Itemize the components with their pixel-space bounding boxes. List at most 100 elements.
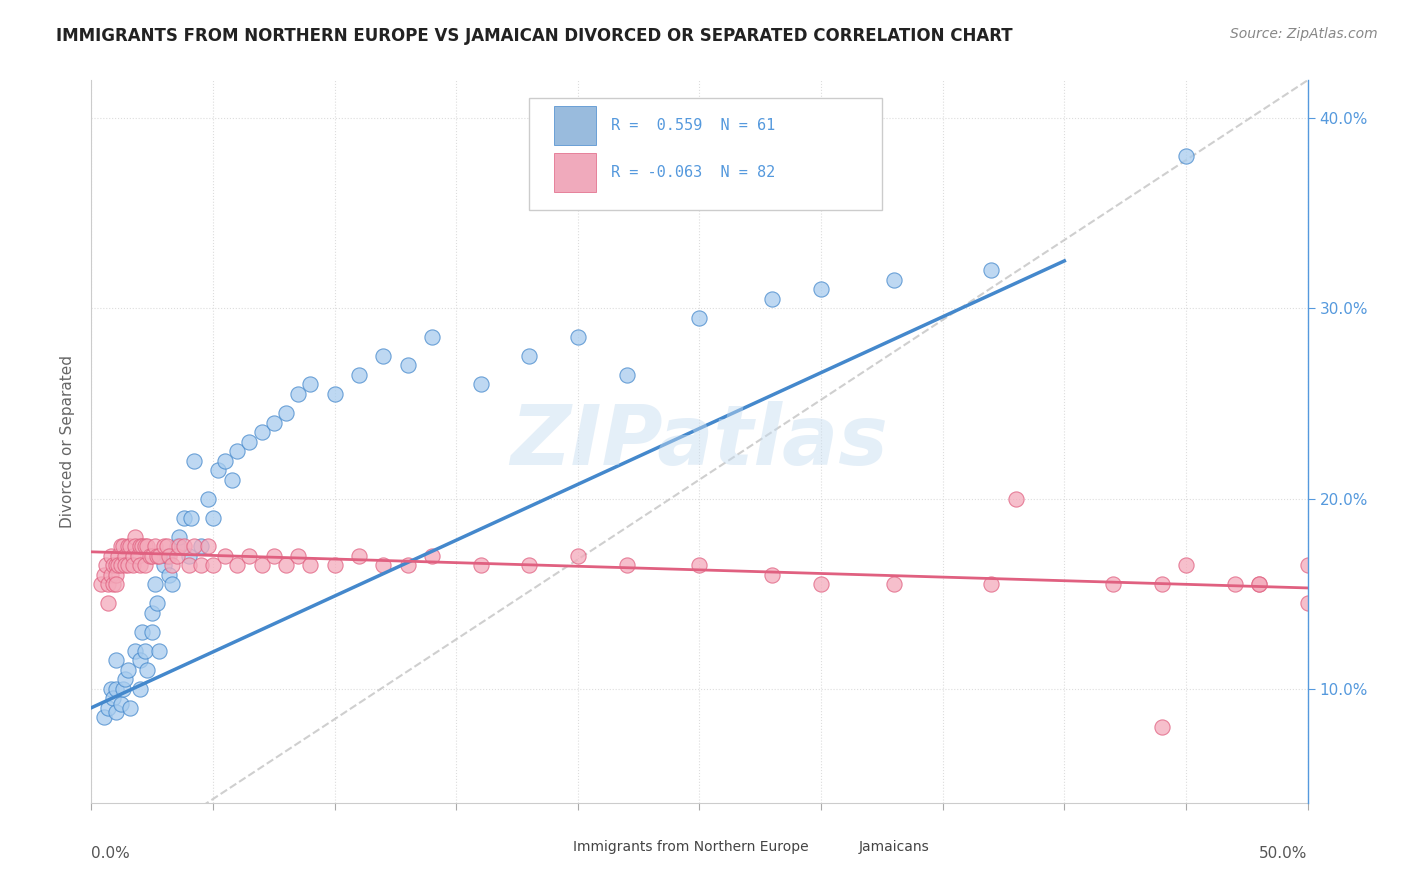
Point [238, 434, 260, 449]
Point [146, 596, 169, 610]
Point [1247, 577, 1270, 591]
Point [153, 539, 176, 553]
Point [173, 510, 195, 524]
Point [104, 577, 127, 591]
Point [197, 539, 219, 553]
Point [177, 558, 200, 573]
Text: ZIPatlas: ZIPatlas [510, 401, 889, 482]
Point [124, 643, 146, 657]
Point [134, 539, 156, 553]
Text: Immigrants from Northern Europe: Immigrants from Northern Europe [574, 840, 808, 854]
Point [100, 567, 122, 582]
Point [153, 558, 176, 573]
Point [183, 453, 205, 467]
Point [287, 387, 309, 401]
Point [347, 368, 370, 382]
Point [120, 539, 142, 553]
Point [129, 558, 152, 573]
Y-axis label: Divorced or Separated: Divorced or Separated [60, 355, 76, 528]
Point [104, 653, 127, 667]
Point [207, 463, 229, 477]
Point [104, 567, 127, 582]
Text: Source: ZipAtlas.com: Source: ZipAtlas.com [1230, 27, 1378, 41]
Point [129, 653, 152, 667]
Point [117, 663, 139, 677]
Text: 50.0%: 50.0% [1260, 847, 1308, 861]
Point [567, 549, 589, 563]
Point [141, 606, 163, 620]
Point [420, 330, 443, 344]
Point [221, 473, 243, 487]
Point [139, 549, 162, 563]
Text: R = -0.063  N = 82: R = -0.063 N = 82 [610, 165, 775, 180]
Point [214, 549, 236, 563]
Point [883, 577, 905, 591]
Point [143, 539, 166, 553]
Point [1247, 577, 1270, 591]
Point [274, 558, 297, 573]
Point [111, 681, 134, 696]
Point [110, 539, 132, 553]
Point [238, 549, 260, 563]
Point [104, 681, 127, 696]
Point [100, 681, 122, 696]
Point [156, 549, 179, 563]
Point [136, 663, 159, 677]
FancyBboxPatch shape [529, 837, 565, 857]
Point [148, 643, 170, 657]
FancyBboxPatch shape [554, 105, 596, 145]
Point [94, 558, 117, 573]
Point [90, 577, 112, 591]
Point [177, 549, 200, 563]
Point [100, 549, 122, 563]
Point [97, 577, 120, 591]
Text: R =  0.559  N = 61: R = 0.559 N = 61 [610, 119, 775, 133]
Point [157, 549, 180, 563]
Point [146, 549, 169, 563]
Point [103, 558, 125, 573]
Point [761, 567, 783, 582]
Point [396, 558, 419, 573]
Point [110, 697, 132, 711]
Point [810, 577, 832, 591]
Text: 0.0%: 0.0% [91, 847, 131, 861]
Point [323, 387, 346, 401]
Point [180, 510, 202, 524]
Point [114, 549, 136, 563]
Point [136, 539, 159, 553]
Point [567, 330, 589, 344]
Point [1175, 149, 1198, 163]
FancyBboxPatch shape [815, 837, 852, 857]
Point [93, 567, 115, 582]
Point [127, 549, 149, 563]
Point [688, 558, 710, 573]
Point [141, 549, 163, 563]
Point [202, 558, 225, 573]
Point [299, 558, 322, 573]
Point [1296, 558, 1319, 573]
Point [299, 377, 322, 392]
Point [470, 377, 492, 392]
Point [761, 292, 783, 306]
Point [160, 577, 183, 591]
Point [103, 691, 125, 706]
Point [517, 558, 540, 573]
Point [134, 643, 156, 657]
Point [97, 700, 120, 714]
Point [810, 282, 832, 296]
Point [226, 444, 249, 458]
Point [263, 549, 285, 563]
Point [688, 310, 710, 325]
Point [166, 549, 188, 563]
Point [250, 558, 273, 573]
FancyBboxPatch shape [529, 98, 882, 211]
Point [157, 567, 180, 582]
Point [1102, 577, 1125, 591]
Point [373, 558, 395, 573]
Point [396, 359, 419, 373]
Point [980, 263, 1002, 277]
Point [131, 539, 153, 553]
Point [1150, 577, 1173, 591]
Point [214, 453, 236, 467]
Point [107, 558, 129, 573]
